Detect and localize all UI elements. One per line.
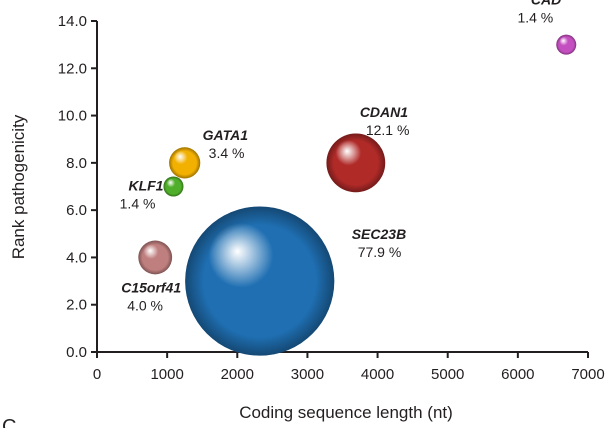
gene-percent-sec23b: 77.9 % bbox=[358, 244, 402, 260]
gene-percent-cdan1: 12.1 % bbox=[366, 122, 410, 138]
gene-percent-klf1: 1.4 % bbox=[120, 196, 156, 212]
x-tick-label: 3000 bbox=[291, 366, 324, 383]
gene-label-sec23b: SEC23B bbox=[352, 226, 406, 242]
bubble-shade-sec23b bbox=[185, 206, 335, 356]
bubble-shade-klf1 bbox=[163, 176, 184, 197]
x-tick-label: 5000 bbox=[431, 366, 464, 383]
y-tick-label: 10.0 bbox=[58, 108, 87, 125]
bubble-shade-gata1 bbox=[169, 147, 201, 179]
y-tick-label: 14.0 bbox=[58, 13, 87, 30]
gene-label-klf1: KLF1 bbox=[128, 178, 163, 194]
gene-percent-c15orf41: 4.0 % bbox=[127, 297, 163, 313]
bubbles bbox=[138, 34, 577, 356]
panel-label: C bbox=[2, 416, 16, 428]
gene-label-cad: CAD bbox=[531, 0, 561, 8]
x-tick-label: 2000 bbox=[221, 366, 254, 383]
x-axis-title: Coding sequence length (nt) bbox=[239, 403, 453, 422]
axes: 0.0 2.0 4.0 6.0 8.0 10.0 12.0 14.0 0 1000 2000 3000… bbox=[58, 13, 605, 383]
y-tick-label: 8.0 bbox=[66, 155, 87, 172]
y-tick-label: 12.0 bbox=[58, 60, 87, 77]
y-tick-label: 0.0 bbox=[66, 344, 87, 361]
gene-label-gata1: GATA1 bbox=[203, 127, 249, 143]
bubble-shade-cad bbox=[556, 34, 577, 55]
x-tick-label: 7000 bbox=[571, 366, 604, 383]
y-tick-label: 2.0 bbox=[66, 297, 87, 314]
x-tick-label: 4000 bbox=[361, 366, 394, 383]
bubble-shade-c15orf41 bbox=[138, 240, 173, 275]
gene-label-c15orf41: C15orf41 bbox=[121, 279, 181, 295]
y-axis-title: Rank pathogenicity bbox=[9, 114, 28, 259]
bubble-shade-cdan1 bbox=[326, 133, 386, 193]
gene-percent-cad: 1.4 % bbox=[517, 10, 553, 26]
bubble-labels: CAD 1.4 % CDAN1 12.1 % GATA1 3.4 % KLF1 1.4 % SE… bbox=[120, 0, 562, 313]
gene-label-cdan1: CDAN1 bbox=[360, 104, 408, 120]
x-tick-label: 0 bbox=[93, 366, 101, 383]
x-tick-label: 1000 bbox=[150, 366, 183, 383]
x-tick-label: 6000 bbox=[501, 366, 534, 383]
gene-percent-gata1: 3.4 % bbox=[209, 145, 245, 161]
y-tick-label: 6.0 bbox=[66, 202, 87, 219]
y-tick-label: 4.0 bbox=[66, 249, 87, 266]
